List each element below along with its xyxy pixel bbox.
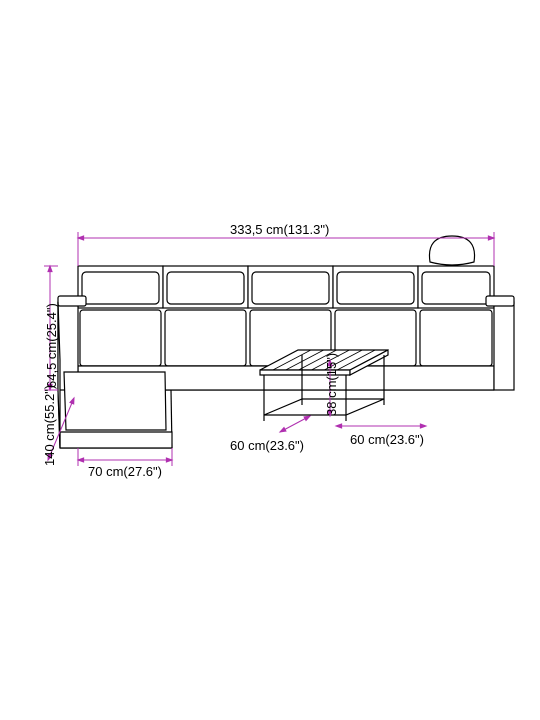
- dim-overall-height-label: 64,5 cm(25.4"): [44, 303, 59, 388]
- furniture-dimension-diagram: [0, 0, 540, 720]
- dim-depth-140-label: 140 cm(55.2"): [42, 385, 57, 466]
- dim-table-depth-label: 60 cm(23.6"): [230, 438, 304, 453]
- dim-table-height-label: 38 cm(15"): [324, 353, 339, 416]
- dim-overall-width-label: 333,5 cm(131.3"): [230, 222, 329, 237]
- dim-table-width-label: 60 cm(23.6"): [350, 432, 424, 447]
- dim-chair-width-label: 70 cm(27.6"): [88, 464, 162, 479]
